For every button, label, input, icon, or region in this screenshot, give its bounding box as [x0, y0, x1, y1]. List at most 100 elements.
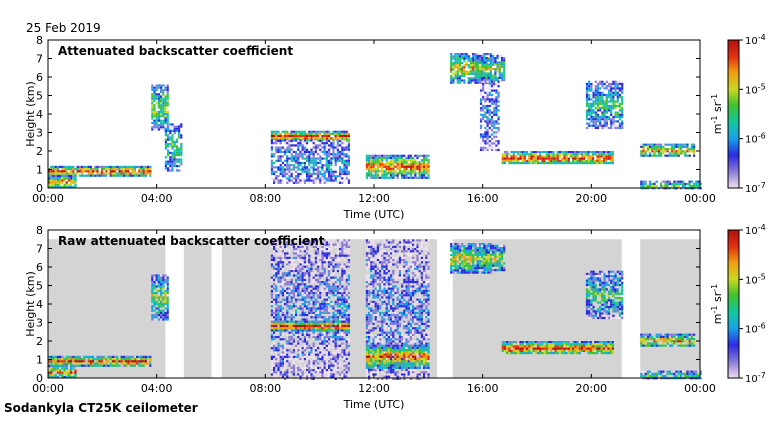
feature-cell: [484, 105, 486, 107]
feature-cell: [593, 96, 595, 98]
feature-cell: [63, 365, 65, 367]
feature-cell: [304, 255, 306, 257]
feature-cell: [328, 373, 330, 375]
feature-cell: [343, 137, 345, 139]
feature-cell: [341, 343, 343, 345]
feature-cell: [326, 307, 328, 309]
feature-cell: [151, 84, 153, 86]
feature-cell: [293, 362, 295, 364]
feature-cell: [601, 160, 603, 162]
feature-cell: [282, 314, 284, 316]
feature-cell: [164, 98, 166, 100]
feature-cell: [114, 360, 116, 362]
feature-cell: [169, 161, 171, 163]
feature-cell: [319, 349, 321, 351]
feature-cell: [110, 170, 112, 172]
feature-cell: [317, 149, 319, 151]
feature-cell: [339, 290, 341, 292]
feature-cell: [55, 365, 57, 367]
feature-cell: [337, 345, 339, 347]
feature-cell: [304, 296, 306, 298]
feature-cell: [480, 149, 482, 151]
feature-cell: [493, 90, 495, 92]
feature-cell: [388, 168, 390, 170]
feature-cell: [315, 160, 317, 162]
feature-cell: [588, 81, 590, 83]
y-tick-label: 6: [36, 71, 43, 84]
feature-cell: [494, 75, 496, 77]
feature-cell: [297, 303, 299, 305]
feature-cell: [610, 158, 612, 160]
feature-cell: [457, 68, 459, 70]
feature-cell: [606, 103, 608, 105]
feature-cell: [291, 336, 293, 338]
feature-cell: [302, 166, 304, 168]
feature-cell: [277, 371, 279, 373]
feature-cell: [153, 91, 155, 93]
feature-cell: [52, 175, 54, 177]
feature-cell: [315, 314, 317, 316]
feature-cell: [275, 365, 277, 367]
feature-cell: [94, 358, 96, 360]
feature-cell: [328, 239, 330, 241]
feature-cell: [282, 266, 284, 268]
feature-cell: [487, 118, 489, 120]
feature-cell: [271, 147, 273, 149]
feature-cell: [286, 301, 288, 303]
feature-cell: [277, 268, 279, 270]
feature-cell: [317, 268, 319, 270]
feature-cell: [293, 182, 295, 184]
feature-cell: [658, 144, 660, 146]
feature-cell: [335, 301, 337, 303]
feature-cell: [74, 362, 76, 364]
feature-cell: [103, 172, 105, 174]
feature-cell: [317, 171, 319, 173]
feature-cell: [118, 175, 120, 177]
feature-cell: [477, 72, 479, 74]
feature-cell: [160, 111, 162, 113]
feature-cell: [640, 152, 642, 154]
feature-cell: [153, 294, 155, 296]
feature-cell: [508, 160, 510, 162]
feature-cell: [160, 113, 162, 115]
feature-cell: [615, 112, 617, 114]
feature-cell: [299, 274, 301, 276]
feature-cell: [595, 114, 597, 116]
feature-cell: [149, 168, 151, 170]
feature-cell: [686, 183, 688, 185]
feature-cell: [299, 155, 301, 157]
feature-cell: [346, 250, 348, 252]
feature-cell: [586, 90, 588, 92]
feature-cell: [308, 351, 310, 353]
feature-cell: [158, 111, 160, 113]
feature-cell: [151, 290, 153, 292]
feature-cell: [381, 170, 383, 172]
feature-cell: [176, 150, 178, 152]
feature-cell: [319, 356, 321, 358]
feature-cell: [481, 59, 483, 61]
feature-cell: [410, 175, 412, 177]
feature-cell: [390, 168, 392, 170]
feature-cell: [123, 172, 125, 174]
feature-cell: [72, 179, 74, 181]
feature-cell: [680, 150, 682, 152]
feature-cell: [96, 362, 98, 364]
feature-cell: [348, 142, 350, 144]
feature-cell: [339, 151, 341, 153]
feature-cell: [332, 255, 334, 257]
feature-cell: [304, 312, 306, 314]
feature-cell: [271, 305, 273, 307]
feature-cell: [472, 53, 474, 55]
feature-cell: [129, 360, 131, 362]
feature-cell: [129, 172, 131, 174]
feature-cell: [425, 172, 427, 174]
feature-cell: [321, 268, 323, 270]
feature-cell: [425, 155, 427, 157]
feature-cell: [544, 158, 546, 160]
feature-cell: [178, 136, 180, 138]
feature-cell: [328, 166, 330, 168]
feature-cell: [317, 173, 319, 175]
feature-cell: [487, 134, 489, 136]
feature-cell: [280, 288, 282, 290]
feature-cell: [691, 146, 693, 148]
